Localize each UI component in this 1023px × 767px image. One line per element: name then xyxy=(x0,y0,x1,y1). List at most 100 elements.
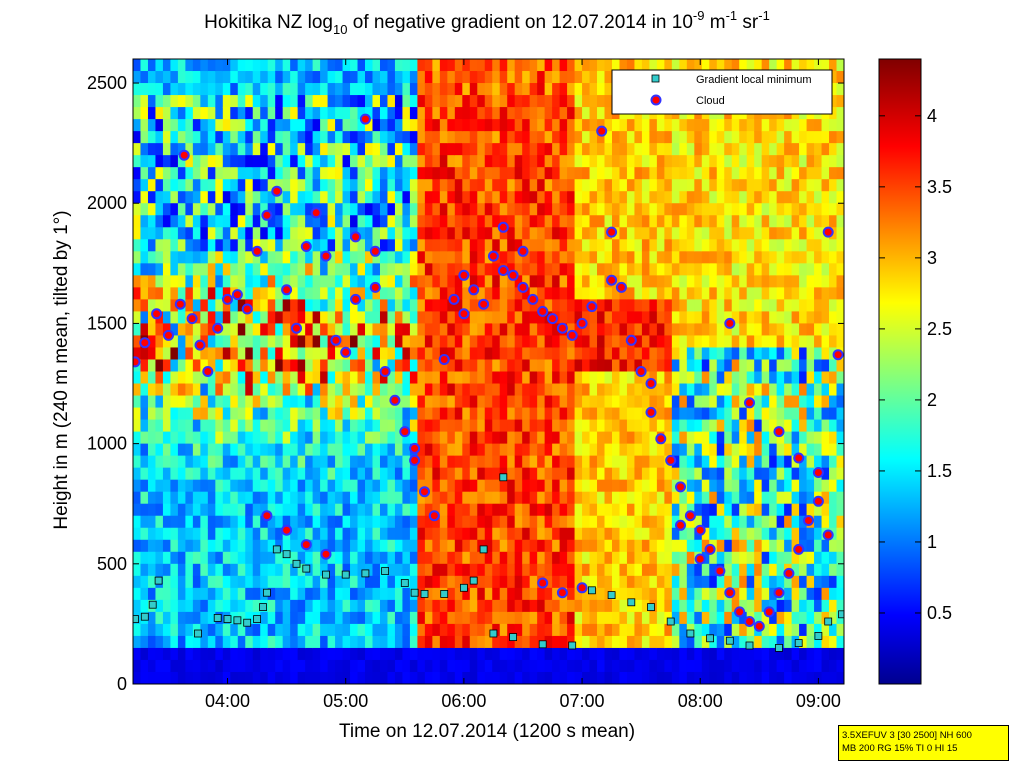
heatmap-cell xyxy=(424,647,433,661)
heatmap-cell xyxy=(716,335,725,349)
heatmap-cell xyxy=(245,323,254,337)
heatmap-cell xyxy=(806,455,815,469)
heatmap-cell xyxy=(372,539,381,553)
heatmap-cell xyxy=(387,323,396,337)
heatmap-cell xyxy=(402,311,411,325)
heatmap-cell xyxy=(454,299,463,312)
heatmap-cell xyxy=(215,407,224,421)
heatmap-cell xyxy=(821,467,830,481)
heatmap-cell xyxy=(402,83,411,96)
heatmap-cell xyxy=(641,527,651,541)
heatmap-cell xyxy=(177,179,186,192)
heatmap-cell xyxy=(679,227,688,240)
heatmap-cell xyxy=(821,239,830,252)
heatmap-cell xyxy=(192,383,201,397)
heatmap-cell xyxy=(761,443,770,457)
heatmap-cell xyxy=(447,299,456,312)
gradient-min-point xyxy=(479,545,488,554)
heatmap-cell xyxy=(170,251,179,264)
heatmap-cell xyxy=(686,167,695,180)
gradient-min-point xyxy=(282,550,291,559)
heatmap-cell xyxy=(529,587,538,601)
heatmap-cell xyxy=(162,263,172,276)
heatmap-cell xyxy=(147,191,157,204)
heatmap-cell xyxy=(529,455,538,469)
heatmap-cell xyxy=(514,299,523,312)
heatmap-cell xyxy=(529,503,538,517)
heatmap-cell xyxy=(821,251,830,264)
heatmap-cell xyxy=(447,335,456,349)
heatmap-cell xyxy=(342,179,351,192)
heatmap-cell xyxy=(634,611,643,625)
heatmap-cell xyxy=(784,551,793,565)
heatmap-cell xyxy=(477,95,486,108)
heatmap-cell xyxy=(140,95,149,108)
heatmap-cell xyxy=(829,263,838,276)
heatmap-cell xyxy=(417,647,426,661)
heatmap-cell xyxy=(814,515,823,529)
heatmap-cell xyxy=(387,407,396,421)
heatmap-cell xyxy=(769,179,778,192)
heatmap-cell xyxy=(267,155,276,168)
heatmap-cell xyxy=(499,647,508,661)
heatmap-cell xyxy=(432,491,441,505)
heatmap-cell xyxy=(611,455,621,469)
heatmap-cell xyxy=(656,227,665,240)
heatmap-cell xyxy=(761,227,770,240)
heatmap-cell xyxy=(447,71,456,84)
heatmap-cell xyxy=(327,563,336,577)
heatmap-cell xyxy=(544,395,553,409)
heatmap-cell xyxy=(619,155,628,168)
heatmap-cell xyxy=(761,203,770,216)
heatmap-cell xyxy=(739,575,748,589)
heatmap-cell xyxy=(529,539,538,553)
heatmap-cell xyxy=(626,167,636,180)
heatmap-cell xyxy=(544,515,553,529)
heatmap-cell xyxy=(559,263,568,276)
heatmap-cell xyxy=(634,491,643,505)
heatmap-cell xyxy=(365,143,374,156)
heatmap-cell xyxy=(529,119,538,132)
heatmap-cell xyxy=(267,527,276,541)
heatmap-cell xyxy=(409,71,418,84)
heatmap-cell xyxy=(147,119,157,132)
heatmap-cell xyxy=(686,539,695,553)
heatmap-cell xyxy=(237,107,246,120)
heatmap-cell xyxy=(432,131,441,144)
heatmap-cell xyxy=(814,575,823,589)
heatmap-cell xyxy=(237,131,246,144)
heatmap-cell xyxy=(454,635,463,649)
heatmap-cell xyxy=(522,167,531,180)
heatmap-cell xyxy=(462,275,471,288)
heatmap-cell xyxy=(739,563,748,577)
heatmap-cell xyxy=(177,287,186,300)
heatmap-cell xyxy=(671,167,680,180)
heatmap-cell xyxy=(282,311,291,325)
heatmap-cell xyxy=(634,371,643,385)
heatmap-cell xyxy=(305,359,314,373)
heatmap-cell xyxy=(589,539,598,553)
heatmap-cell xyxy=(387,131,396,144)
heatmap-cell xyxy=(147,299,157,312)
heatmap-cell xyxy=(507,563,516,577)
heatmap-cell xyxy=(776,143,785,156)
heatmap-cell xyxy=(207,455,216,469)
heatmap-cell xyxy=(275,167,284,180)
heatmap-cell xyxy=(155,563,164,577)
heatmap-cell xyxy=(147,635,157,649)
heatmap-cell xyxy=(320,215,329,228)
heatmap-cell xyxy=(402,563,411,577)
heatmap-cell xyxy=(439,407,448,421)
heatmap-cell xyxy=(634,479,643,493)
heatmap-cell xyxy=(746,311,755,325)
heatmap-cell xyxy=(469,491,478,505)
heatmap-cell xyxy=(424,227,433,240)
heatmap-cell xyxy=(147,71,157,84)
heatmap-cell xyxy=(409,623,418,637)
heatmap-cell xyxy=(619,191,628,204)
heatmap-cell xyxy=(739,383,748,397)
heatmap-cell xyxy=(597,251,606,264)
heatmap-cell xyxy=(305,599,314,613)
heatmap-cell xyxy=(462,179,471,192)
heatmap-cell xyxy=(402,503,411,517)
